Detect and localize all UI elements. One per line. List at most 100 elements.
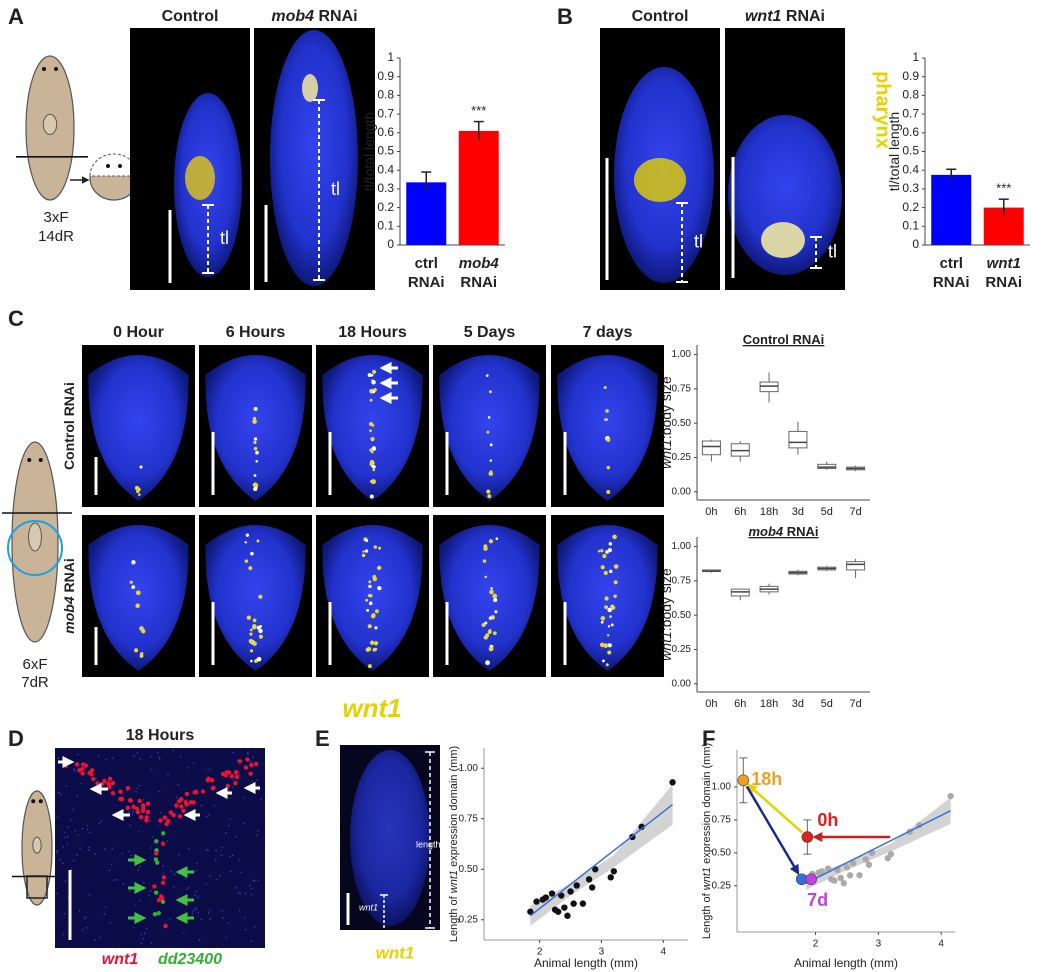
stain-dot	[488, 390, 492, 394]
tissue-dot	[260, 798, 262, 801]
y-axis-label-part: :body size	[658, 568, 674, 631]
stain-dot	[253, 446, 258, 451]
stain-dot	[371, 480, 375, 484]
tissue-dot	[244, 928, 247, 931]
tissue-dot	[235, 835, 238, 838]
panel-letter: D	[8, 726, 24, 751]
stain-dot	[605, 550, 609, 554]
stain-dot	[209, 777, 215, 783]
tissue-dot	[97, 755, 100, 758]
tissue-dot	[188, 847, 190, 850]
y-tick-label: 0.3	[902, 181, 919, 195]
tissue-dot	[137, 831, 140, 833]
measure-label: tl	[331, 179, 340, 199]
tissue-dot	[159, 758, 161, 761]
stain-dot	[246, 615, 252, 620]
highlight-point	[805, 873, 817, 886]
chart-title-part: mob4	[748, 524, 783, 539]
tissue-dot	[247, 751, 249, 754]
fit-line	[805, 809, 951, 884]
stain-dot	[77, 768, 82, 773]
tissue-dot	[62, 933, 65, 936]
tissue-dot	[222, 917, 225, 919]
stain-dot	[372, 576, 378, 582]
stain-label: wnt1	[342, 693, 401, 723]
tissue-dot	[205, 883, 207, 885]
y-tick-label: 0.1	[902, 218, 919, 232]
tissue-dot	[231, 786, 234, 788]
column-title: 5 Days	[464, 324, 516, 341]
panel-letter: F	[702, 726, 715, 751]
x-tick-label: 6h	[734, 698, 746, 710]
row-label: mob4 RNAi	[61, 558, 77, 633]
y-tick-label: 0.4	[902, 162, 919, 176]
x-tick-label-part: wnt1	[987, 255, 1021, 272]
stain-dot	[163, 923, 168, 929]
x-tick-label: 5d	[821, 698, 833, 710]
stain-dot	[378, 546, 382, 550]
stain-dot	[135, 603, 140, 608]
stain-dot	[597, 549, 601, 553]
tissue-dot	[148, 895, 150, 897]
stain-dot	[248, 771, 253, 776]
schematic-label: 14dR	[38, 228, 74, 245]
stain-dot	[371, 613, 376, 618]
point	[610, 868, 618, 875]
stain-dot	[374, 647, 378, 651]
y-tick-label: 0.8	[902, 88, 919, 102]
y-axis-label-part: wnt1	[658, 631, 674, 661]
tissue-dot	[221, 910, 223, 912]
x-tick-label: mob4	[459, 255, 500, 272]
y-axis-label: Length of wnt1 expression domain (mm)	[701, 743, 713, 939]
y-tick-label: 0.75	[672, 384, 692, 395]
stain-dot	[377, 585, 382, 591]
stain-dot	[606, 490, 611, 495]
stain-dot	[368, 584, 372, 589]
point	[548, 890, 556, 897]
tissue-dot	[62, 862, 65, 864]
panel-letter: A	[8, 4, 24, 29]
stain-dot	[253, 474, 257, 477]
x-tick-label: 0h	[705, 506, 717, 518]
stain-dot	[107, 776, 113, 782]
stain-dot	[255, 459, 259, 463]
highlight-label: 7d	[807, 890, 828, 910]
tissue-dot	[208, 768, 211, 771]
stain-dot	[368, 580, 372, 584]
tissue-dot	[250, 893, 253, 896]
y-tick-label: 0.6	[902, 125, 919, 139]
tissue-dot	[253, 879, 256, 882]
stain-dot	[74, 762, 80, 767]
tissue-dot	[166, 840, 169, 842]
tissue-dot	[105, 758, 107, 761]
stain-dot	[372, 465, 376, 469]
tissue-dot	[64, 836, 66, 839]
stain-dot	[248, 566, 253, 571]
stain-dot	[374, 626, 378, 630]
stain-dot	[258, 594, 263, 599]
column-title: 7 days	[583, 324, 633, 341]
stain-dot	[369, 640, 375, 645]
stain-dot	[604, 418, 608, 422]
amputation-region	[7, 520, 63, 576]
point	[846, 872, 854, 879]
stain-dot	[158, 818, 163, 823]
tissue-dot	[228, 824, 230, 827]
confidence-band	[530, 784, 673, 926]
stain-dot	[153, 851, 159, 856]
stain-dot	[131, 585, 136, 590]
x-tick-label: 6h	[734, 506, 746, 518]
stain-dot	[160, 899, 166, 905]
stain-dot	[102, 778, 107, 784]
tissue-dot	[133, 856, 135, 859]
tissue-dot	[250, 887, 253, 890]
stain-dot	[91, 776, 96, 782]
confidence-band	[806, 797, 951, 890]
schematic-label: 7dR	[21, 674, 49, 691]
tissue-dot	[225, 936, 227, 939]
stain-dot	[604, 596, 609, 601]
tissue-dot	[86, 828, 89, 831]
stain-dot	[134, 485, 139, 490]
highlight-label: 18h	[751, 769, 782, 789]
tissue-dot	[73, 768, 76, 770]
